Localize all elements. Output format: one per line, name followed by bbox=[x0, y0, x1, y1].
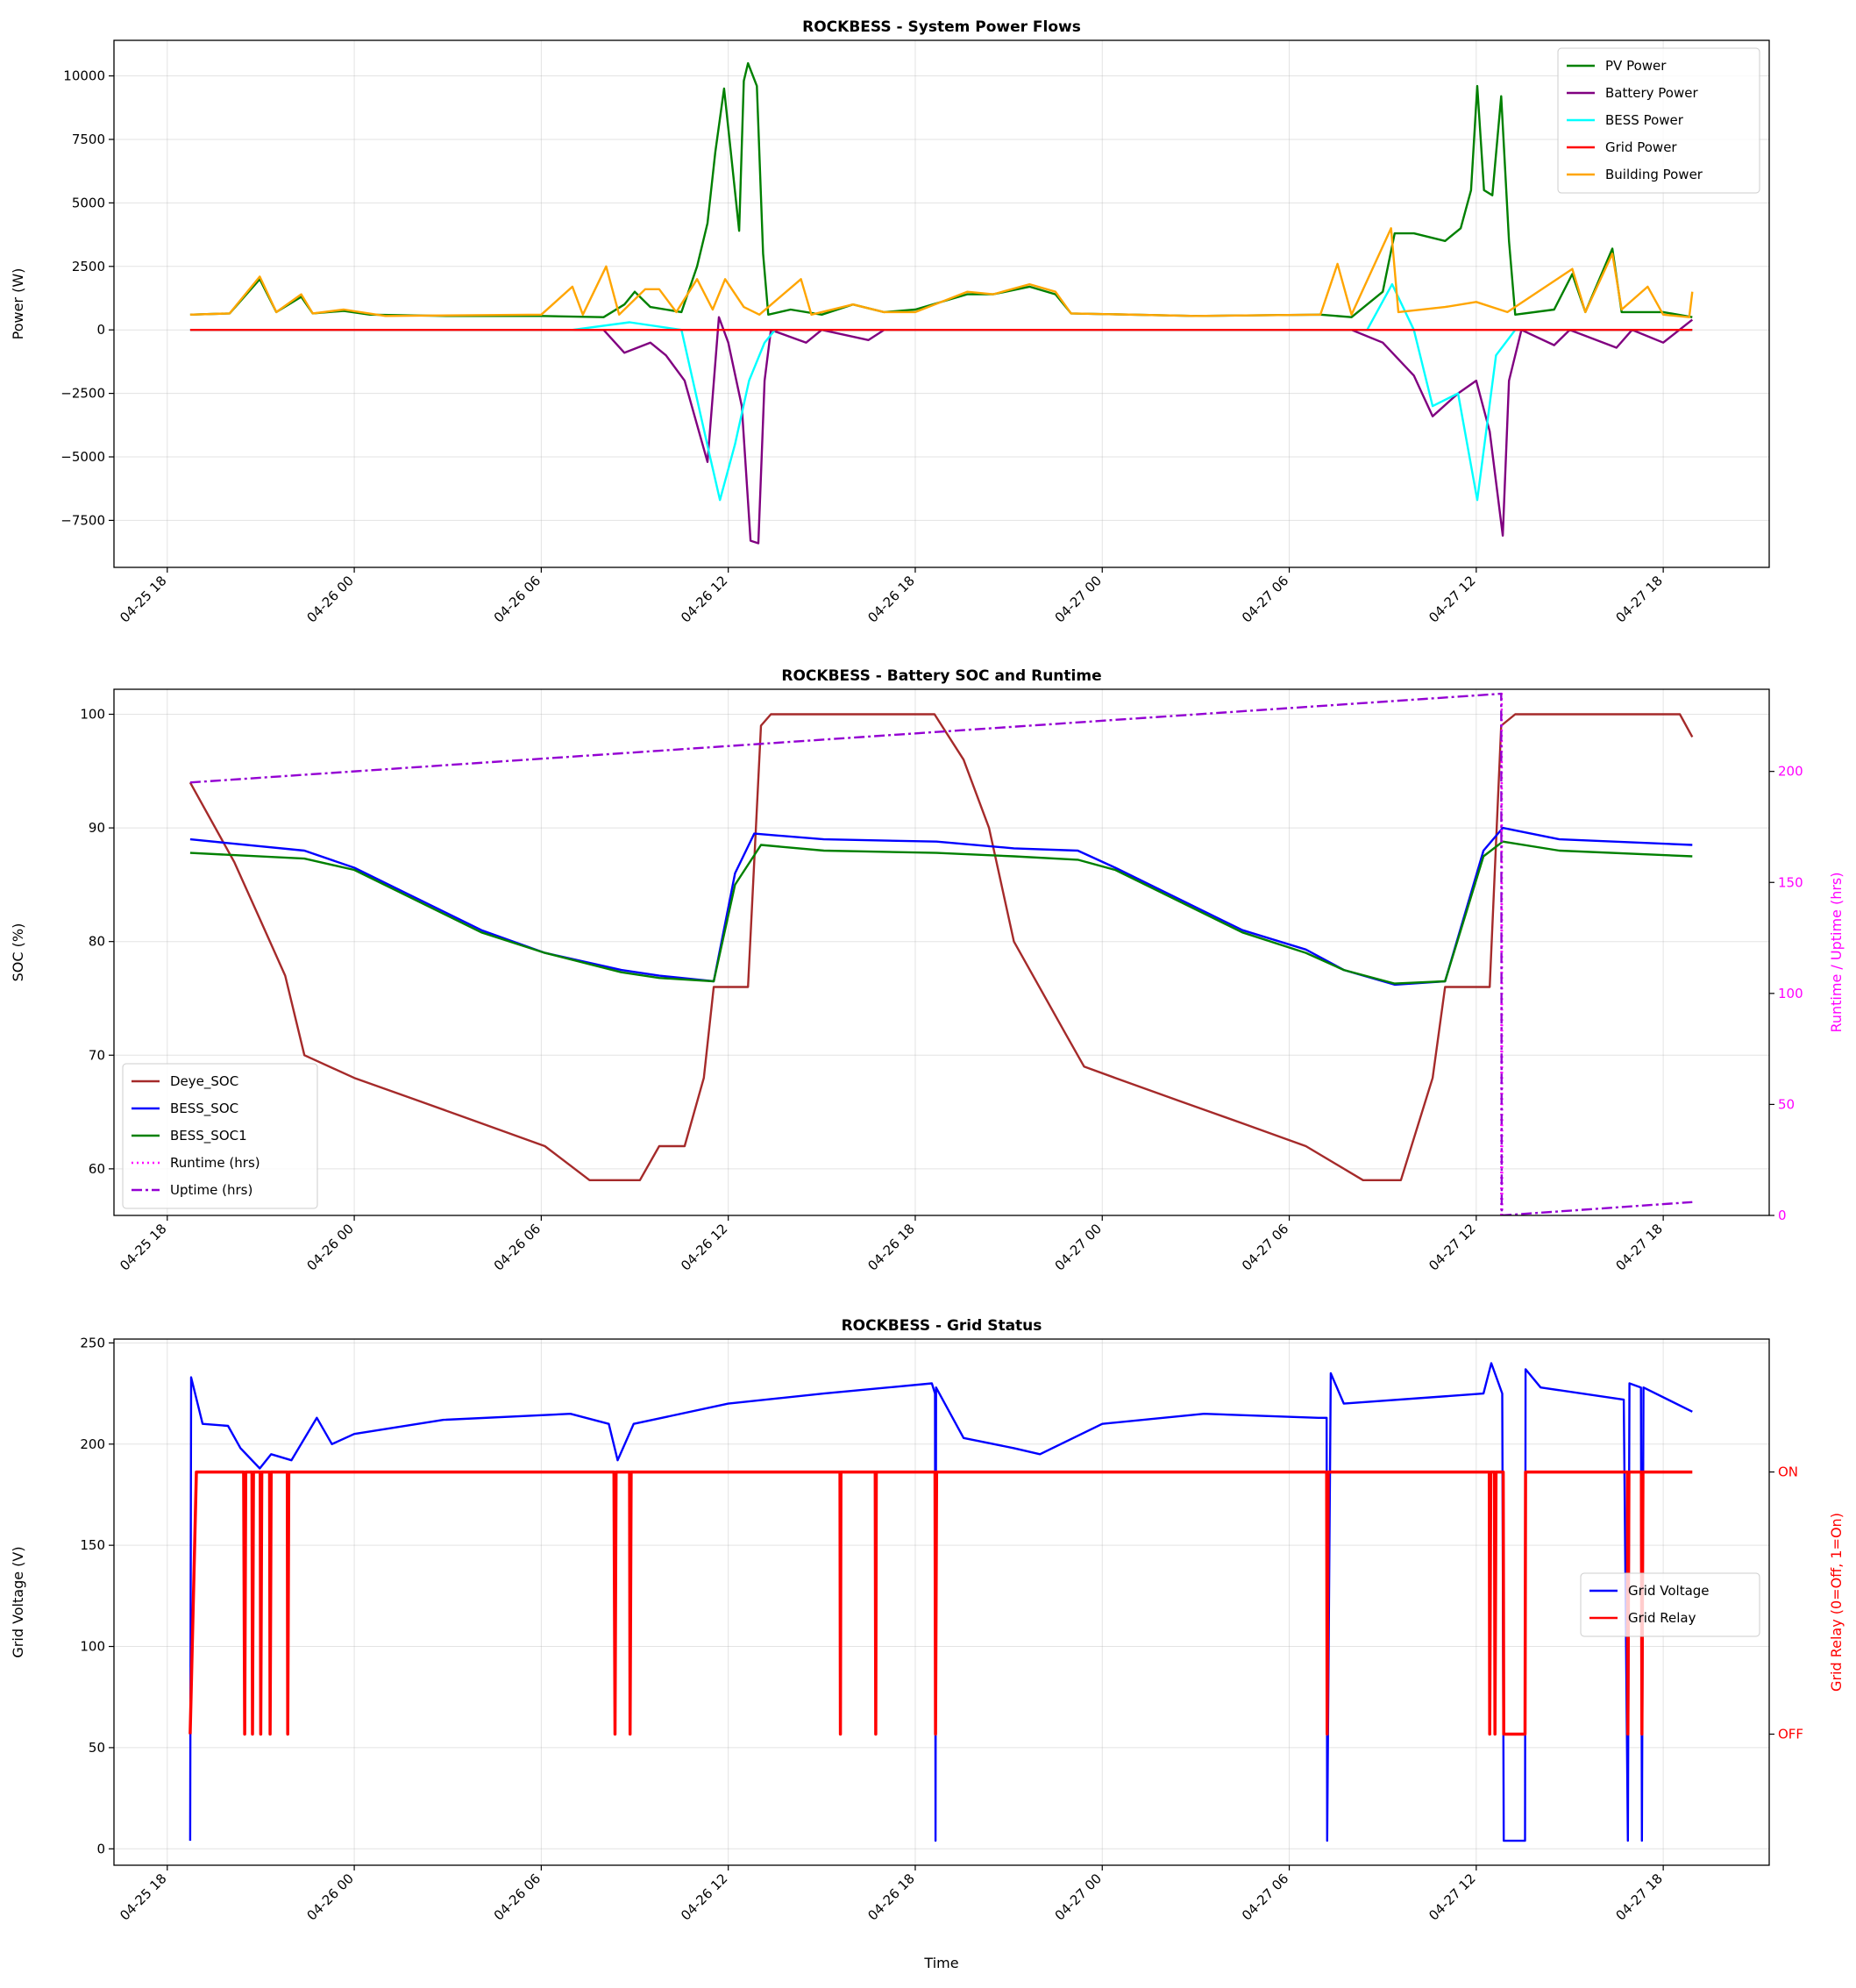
series-battery-power bbox=[189, 316, 1694, 545]
y-tick-label: 5000 bbox=[72, 195, 105, 210]
x-tick-label: 04-26 00 bbox=[303, 1870, 356, 1923]
legend: Deye_SOC BESS_SOC BESS_SOC1 Runtime (hrs) Up… bbox=[122, 1063, 318, 1209]
x-axis-label: Time bbox=[923, 1955, 958, 1971]
legend: PV Power Battery Power BESS Power Grid Powe… bbox=[1557, 47, 1760, 194]
series-pv-power bbox=[189, 61, 1693, 318]
axes-frame bbox=[113, 39, 1770, 568]
legend: Grid Voltage Grid Relay bbox=[1580, 1572, 1760, 1637]
y-tick-label: 0 bbox=[96, 1841, 105, 1856]
series-grid-voltage bbox=[188, 1362, 1693, 1842]
x-tick-label: 04-27 06 bbox=[1239, 1221, 1291, 1273]
x-tick-label: 04-26 12 bbox=[678, 573, 730, 625]
series-bess-soc1 bbox=[189, 840, 1693, 985]
y-tick-label: 0 bbox=[96, 322, 105, 338]
right-y-tick-label: ON bbox=[1778, 1464, 1798, 1480]
right-y-tick-label: 100 bbox=[1778, 986, 1803, 1001]
legend-box bbox=[122, 1063, 318, 1209]
x-tick-label: 04-27 06 bbox=[1239, 573, 1291, 625]
chart-title: ROCKBESS - Grid Status bbox=[842, 1317, 1042, 1335]
legend-label: BESS_SOC bbox=[170, 1101, 238, 1117]
y-tick-label: 2500 bbox=[72, 259, 105, 274]
y-tick-label: 100 bbox=[80, 1639, 105, 1655]
y-tick-label: 90 bbox=[89, 820, 105, 836]
x-tick-label: 04-27 06 bbox=[1239, 1870, 1291, 1923]
legend-label: Grid Power bbox=[1605, 139, 1677, 155]
legend-box bbox=[1580, 1572, 1760, 1637]
x-tick-label: 04-26 18 bbox=[864, 573, 917, 625]
y-axis-label: Grid Voltage (V) bbox=[10, 1546, 26, 1657]
x-tick-label: 04-25 18 bbox=[117, 573, 169, 625]
y-axis-label: SOC (%) bbox=[10, 923, 26, 982]
x-tick-label: 04-27 12 bbox=[1426, 1870, 1478, 1923]
subplot-2: 04-25 18 04-26 00 04-26 06 04-26 12 04-26 18… bbox=[10, 1317, 1845, 1971]
x-tick-label: 04-26 00 bbox=[303, 573, 356, 625]
y-tick-label: −2500 bbox=[60, 386, 105, 402]
y-tick-label: 80 bbox=[89, 934, 105, 950]
y-tick-label: 150 bbox=[80, 1537, 105, 1553]
x-tick-label: 04-27 12 bbox=[1426, 1221, 1478, 1273]
x-tick-label: 04-27 12 bbox=[1426, 573, 1478, 625]
x-tick-label: 04-27 00 bbox=[1052, 573, 1105, 625]
legend-label: Grid Voltage bbox=[1628, 1583, 1710, 1599]
subplot-1: 04-25 18 04-26 00 04-26 06 04-26 12 04-26 18… bbox=[10, 667, 1845, 1274]
y-tick-label: 7500 bbox=[72, 132, 105, 147]
y-tick-label: 50 bbox=[89, 1740, 105, 1756]
y-tick-label: −5000 bbox=[60, 449, 105, 465]
legend-box bbox=[1557, 47, 1760, 194]
chart-title: ROCKBESS - System Power Flows bbox=[802, 18, 1081, 36]
y-tick-label: 70 bbox=[89, 1047, 105, 1063]
x-tick-label: 04-26 18 bbox=[864, 1870, 917, 1923]
legend-label: Uptime (hrs) bbox=[170, 1182, 252, 1198]
legend-label: Grid Relay bbox=[1628, 1610, 1696, 1626]
series-deye-soc bbox=[188, 713, 1694, 1182]
x-tick-label: 04-27 18 bbox=[1613, 1221, 1666, 1273]
right-axis-label: Runtime / Uptime (hrs) bbox=[1828, 872, 1845, 1032]
chart-title: ROCKBESS - Battery SOC and Runtime bbox=[781, 667, 1101, 685]
legend-label: PV Power bbox=[1605, 58, 1667, 74]
subplot-0: 04-25 18 04-26 00 04-26 06 04-26 12 04-26 18… bbox=[10, 18, 1770, 626]
x-tick-label: 04-26 12 bbox=[678, 1221, 730, 1273]
series-uptime-hrs bbox=[189, 692, 1693, 1215]
y-tick-label: 200 bbox=[80, 1436, 105, 1452]
x-tick-label: 04-27 18 bbox=[1613, 573, 1666, 625]
y-tick-label: 100 bbox=[80, 707, 105, 723]
y-tick-label: −7500 bbox=[60, 512, 105, 528]
legend-label: BESS_SOC1 bbox=[170, 1128, 247, 1144]
x-tick-label: 04-26 18 bbox=[864, 1221, 917, 1273]
series-bess-soc bbox=[189, 826, 1693, 987]
y-tick-label: 250 bbox=[80, 1335, 105, 1350]
x-tick-label: 04-27 00 bbox=[1052, 1870, 1105, 1923]
axes-frame bbox=[113, 1338, 1770, 1866]
y-tick-label: 10000 bbox=[63, 68, 105, 84]
x-tick-label: 04-27 18 bbox=[1613, 1870, 1666, 1923]
x-tick-label: 04-27 00 bbox=[1052, 1221, 1105, 1273]
legend-label: Battery Power bbox=[1605, 85, 1698, 101]
right-y-tick-label: 50 bbox=[1778, 1096, 1795, 1112]
y-tick-label: 60 bbox=[89, 1161, 105, 1177]
right-y-tick-label: 150 bbox=[1778, 874, 1803, 890]
x-tick-label: 04-26 12 bbox=[678, 1870, 730, 1923]
right-y-tick-label: 200 bbox=[1778, 764, 1803, 780]
x-tick-label: 04-26 06 bbox=[491, 1221, 544, 1273]
right-y-tick-label: OFF bbox=[1778, 1727, 1803, 1742]
axes-frame bbox=[113, 688, 1770, 1216]
x-tick-label: 04-25 18 bbox=[117, 1221, 169, 1273]
series-grid-relay bbox=[188, 1470, 1693, 1736]
x-tick-label: 04-25 18 bbox=[117, 1870, 169, 1923]
y-axis-label: Power (W) bbox=[10, 268, 26, 340]
legend-label: Deye_SOC bbox=[170, 1073, 238, 1090]
legend-label: Building Power bbox=[1605, 167, 1703, 182]
series-building-power bbox=[189, 227, 1694, 318]
legend-label: BESS Power bbox=[1605, 112, 1684, 128]
x-tick-label: 04-26 06 bbox=[491, 573, 544, 625]
x-tick-label: 04-26 06 bbox=[491, 1870, 544, 1923]
right-y-tick-label: 0 bbox=[1778, 1208, 1787, 1223]
legend-label: Runtime (hrs) bbox=[170, 1155, 260, 1171]
x-tick-label: 04-26 00 bbox=[303, 1221, 356, 1273]
right-axis-label: Grid Relay (0=Off, 1=On) bbox=[1828, 1513, 1845, 1692]
